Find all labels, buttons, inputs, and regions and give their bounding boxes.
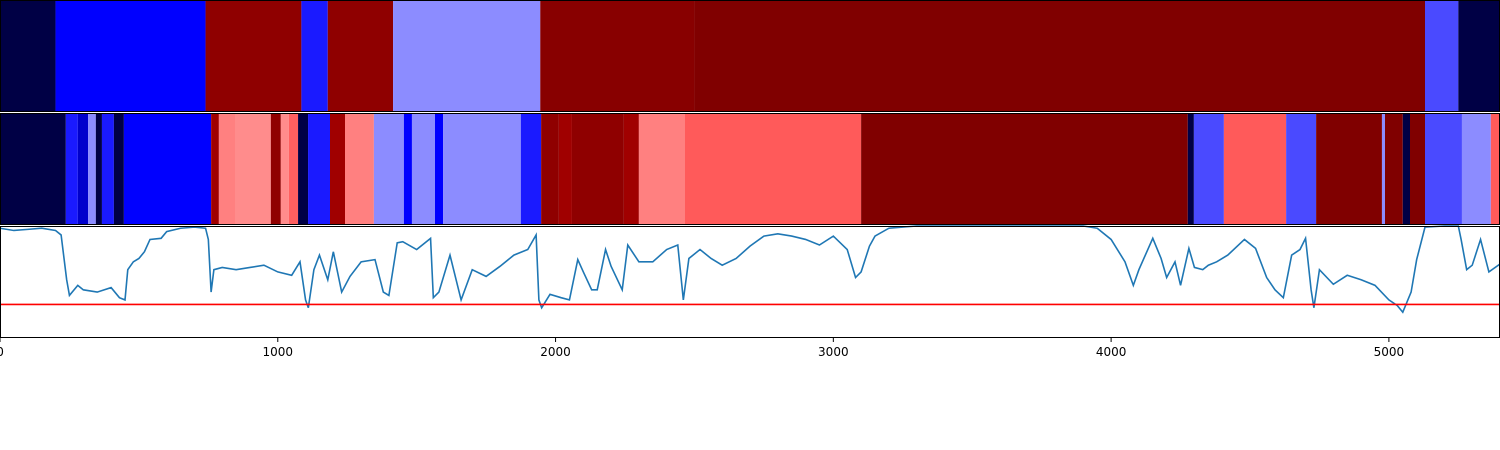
segment — [218, 113, 235, 225]
segment — [211, 113, 219, 225]
segment — [123, 113, 212, 225]
segment — [288, 113, 299, 225]
segment — [345, 113, 374, 225]
segment — [1223, 113, 1287, 225]
segment — [1193, 113, 1224, 225]
segment — [393, 0, 541, 112]
segment — [694, 0, 1425, 112]
segment — [1425, 0, 1459, 112]
segment — [298, 113, 309, 225]
segment — [411, 113, 435, 225]
segment — [541, 113, 559, 225]
plot-area — [0, 226, 1500, 338]
segment — [1402, 113, 1410, 225]
segment — [0, 0, 56, 112]
segment — [77, 113, 89, 225]
x-tick-label: 0 — [0, 345, 4, 359]
segment — [540, 0, 695, 112]
segment — [205, 0, 302, 112]
x-tick-label: 5000 — [1374, 345, 1405, 359]
segment — [65, 113, 78, 225]
segment — [113, 113, 124, 225]
segment — [685, 113, 862, 225]
segment — [95, 113, 102, 225]
segment — [1461, 113, 1491, 225]
x-tick-label: 4000 — [1096, 345, 1127, 359]
segment — [623, 113, 639, 225]
segment — [308, 113, 330, 225]
x-tick-label: 3000 — [818, 345, 849, 359]
segment — [558, 113, 572, 225]
segment — [520, 113, 542, 225]
segment — [403, 113, 412, 225]
segment — [443, 113, 521, 225]
segment — [435, 113, 444, 225]
x-tick-label: 2000 — [540, 345, 571, 359]
segment — [1385, 113, 1403, 225]
segment — [280, 113, 289, 225]
segment — [861, 113, 1188, 225]
segment — [1316, 113, 1382, 225]
segment — [301, 0, 328, 112]
segment — [101, 113, 114, 225]
segment — [330, 113, 345, 225]
segment — [1425, 113, 1462, 225]
segment — [571, 113, 624, 225]
segment — [1286, 113, 1317, 225]
x-tick-label: 1000 — [263, 345, 294, 359]
segment — [55, 0, 206, 112]
segment — [373, 113, 404, 225]
segment — [1187, 113, 1194, 225]
segment — [88, 113, 96, 225]
segment — [1381, 113, 1385, 225]
segment — [235, 113, 271, 225]
segment — [1458, 0, 1500, 112]
data-line — [0, 225, 1500, 314]
segment — [1490, 113, 1500, 225]
segment — [327, 0, 394, 112]
segment — [638, 113, 685, 225]
segment — [270, 113, 281, 225]
segment — [0, 113, 66, 225]
segment — [1410, 113, 1425, 225]
